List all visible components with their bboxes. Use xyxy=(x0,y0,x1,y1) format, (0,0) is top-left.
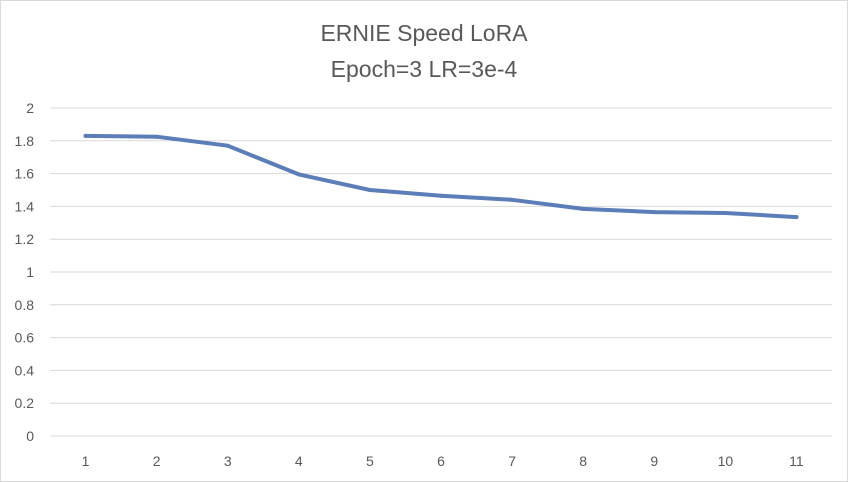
x-tick-label: 9 xyxy=(650,453,658,469)
chart-title-line-2: Epoch=3 LR=3e-4 xyxy=(330,56,518,82)
y-tick-label: 1.6 xyxy=(15,166,35,182)
y-tick-label: 1 xyxy=(26,264,34,280)
data-point xyxy=(296,172,301,177)
x-axis-ticks: 1 2 3 4 5 6 7 8 9 10 11 xyxy=(82,453,804,469)
y-tick-label: 0.8 xyxy=(15,297,35,313)
data-point xyxy=(154,134,159,139)
x-tick-label: 5 xyxy=(366,453,374,469)
y-tick-label: 1.2 xyxy=(15,231,35,247)
data-point xyxy=(723,210,728,215)
y-tick-label: 1.8 xyxy=(15,133,35,149)
gridlines xyxy=(50,107,832,437)
y-tick-label: 0.2 xyxy=(15,395,35,411)
data-point xyxy=(439,193,443,198)
y-tick-label: 1.4 xyxy=(15,198,35,214)
x-tick-label: 10 xyxy=(718,453,734,469)
y-axis-ticks: 0 0.2 0.4 0.6 0.8 1 1.2 1.4 1.6 1.8 2 xyxy=(15,100,35,444)
x-tick-label: 3 xyxy=(224,453,232,469)
y-tick-label: 0 xyxy=(26,428,34,444)
x-tick-label: 8 xyxy=(579,453,587,469)
x-tick-label: 1 xyxy=(82,453,90,469)
data-point xyxy=(83,133,88,138)
x-tick-label: 6 xyxy=(437,453,445,469)
y-tick-label: 2 xyxy=(26,100,34,116)
series-line-0 xyxy=(83,133,799,220)
data-point xyxy=(510,197,515,202)
y-tick-label: 0.6 xyxy=(15,330,35,346)
data-point xyxy=(652,210,657,215)
data-point xyxy=(367,188,372,192)
data-point xyxy=(794,215,799,220)
x-tick-label: 7 xyxy=(508,453,516,469)
x-tick-label: 11 xyxy=(789,453,804,469)
y-tick-label: 0.4 xyxy=(15,362,35,378)
series-layer xyxy=(83,133,799,220)
data-point xyxy=(225,143,230,148)
x-tick-label: 4 xyxy=(295,453,303,469)
chart-title-line-1: ERNIE Speed LoRA xyxy=(320,20,528,46)
data-point xyxy=(581,206,586,211)
x-tick-label: 2 xyxy=(153,453,161,469)
